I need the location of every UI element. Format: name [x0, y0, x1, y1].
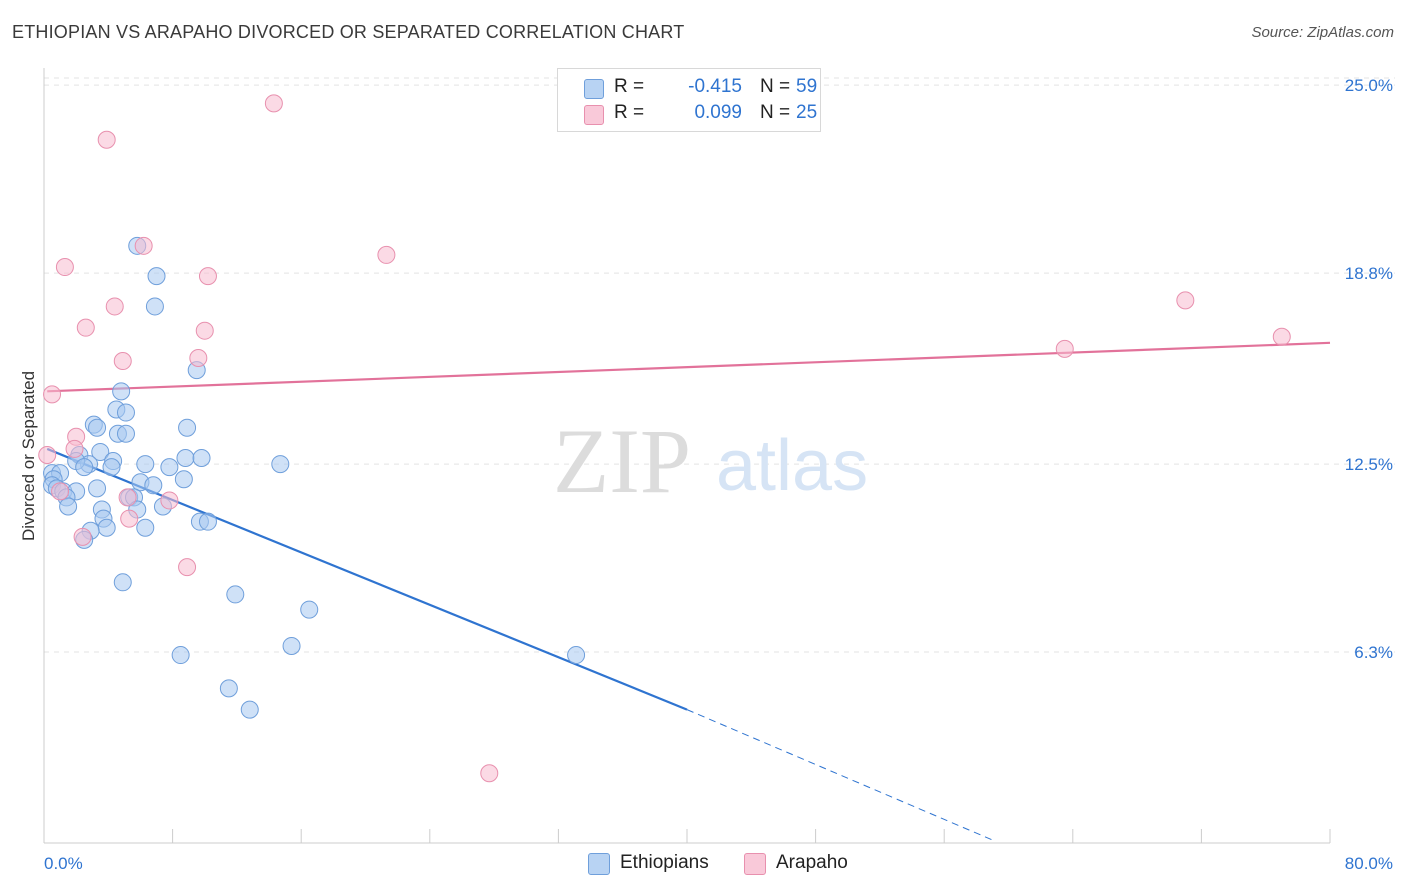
arapaho-point — [73, 527, 92, 546]
ethiopians-point — [282, 636, 301, 655]
ethiopians-point — [59, 497, 78, 516]
ethiopians-point — [91, 442, 110, 461]
x-tick-label: 0.0% — [44, 854, 83, 873]
arapaho-point — [189, 348, 208, 367]
arapaho-point — [65, 439, 84, 458]
ethiopians-point — [97, 518, 116, 537]
y-tick-label: 18.8% — [1345, 264, 1393, 283]
ethiopians-point — [75, 458, 94, 477]
source-label: Source: ZipAtlas.com — [1251, 24, 1394, 41]
ethiopians-point — [144, 476, 163, 495]
n-value: 59 — [796, 76, 818, 97]
arapaho-point — [1176, 291, 1195, 310]
arapaho-point — [1055, 339, 1074, 358]
y-tick-label: 12.5% — [1345, 455, 1393, 474]
arapaho-point — [1272, 327, 1291, 346]
arapaho-point — [105, 297, 124, 316]
ethiopians-point — [178, 418, 197, 437]
arapaho-point — [377, 245, 396, 264]
y-axis-label: Divorced or Separated — [19, 371, 38, 541]
r-label: R = — [614, 76, 645, 97]
stats-legend: R = -0.415 N = 59 R = 0.099 N = 25 — [557, 68, 821, 132]
ethiopians-point — [145, 297, 164, 316]
arapaho-legend-swatch — [744, 853, 766, 875]
n-label: N = — [760, 102, 791, 123]
arapaho-point — [55, 258, 74, 277]
ethiopians-legend-swatch — [588, 853, 610, 875]
ethiopians-point — [102, 458, 121, 477]
y-tick-label: 25.0% — [1345, 76, 1393, 95]
chart-title: ETHIOPIAN VS ARAPAHO DIVORCED OR SEPARAT… — [12, 22, 685, 42]
ethiopians-point — [300, 600, 319, 619]
ethiopians-trend-extension — [686, 709, 993, 841]
r-label: R = — [614, 102, 645, 123]
watermark-atlas: atlas — [716, 426, 868, 506]
ethiopians-point — [88, 418, 107, 437]
ethiopians-point — [136, 518, 155, 537]
y-tick-label: 6.3% — [1354, 643, 1393, 662]
ethiopians-point — [116, 403, 135, 422]
arapaho-swatch — [584, 105, 604, 125]
ethiopians-point — [171, 646, 190, 665]
r-value: -0.415 — [688, 76, 742, 97]
ethiopians-point — [112, 382, 131, 401]
arapaho-point — [118, 488, 137, 507]
arapaho-point — [264, 94, 283, 113]
arapaho-point — [51, 482, 70, 501]
ethiopians-point — [198, 512, 217, 531]
arapaho-point — [198, 267, 217, 286]
ethiopians-point — [240, 700, 259, 719]
watermark: ZIP atlas — [553, 410, 868, 512]
y-tick-labels: 6.3% 12.5% 18.8% 25.0% — [1345, 76, 1393, 662]
arapaho-point — [134, 236, 153, 255]
arapaho-point — [120, 509, 139, 528]
arapaho-point — [43, 385, 62, 404]
ethiopians-point — [160, 458, 179, 477]
ethiopians-point — [271, 455, 290, 474]
r-value: 0.099 — [694, 102, 742, 123]
arapaho-point — [160, 491, 179, 510]
arapaho-point — [76, 318, 95, 337]
arapaho-point — [195, 321, 214, 340]
ethiopians-swatch — [584, 79, 604, 99]
ethiopians-point — [567, 646, 586, 665]
arapaho-point — [38, 445, 57, 464]
ethiopians-point — [113, 573, 132, 592]
arapaho-point — [113, 352, 132, 371]
x-tick-label: 80.0% — [1345, 854, 1393, 873]
ethiopians-point — [147, 267, 166, 286]
ethiopians-point — [226, 585, 245, 604]
ethiopians-point — [174, 470, 193, 489]
x-tick-labels: 0.0% 80.0% — [44, 854, 1393, 873]
ethiopians-point — [88, 479, 107, 498]
ethiopians-point — [192, 449, 211, 468]
arapaho-point — [480, 764, 499, 783]
ethiopians-point — [136, 455, 155, 474]
n-label: N = — [760, 76, 791, 97]
ethiopians-point — [176, 449, 195, 468]
arapaho-trend-line — [47, 341, 1331, 393]
arapaho-legend-label: Arapaho — [776, 852, 848, 873]
ethiopians-legend-label: Ethiopians — [620, 852, 709, 873]
data-points — [38, 94, 1291, 783]
arapaho-point — [97, 130, 116, 149]
arapaho-point — [178, 558, 197, 577]
watermark-zip: ZIP — [553, 410, 691, 512]
n-value: 25 — [796, 102, 818, 123]
ethiopians-point — [116, 424, 135, 443]
ethiopians-point — [219, 679, 238, 698]
